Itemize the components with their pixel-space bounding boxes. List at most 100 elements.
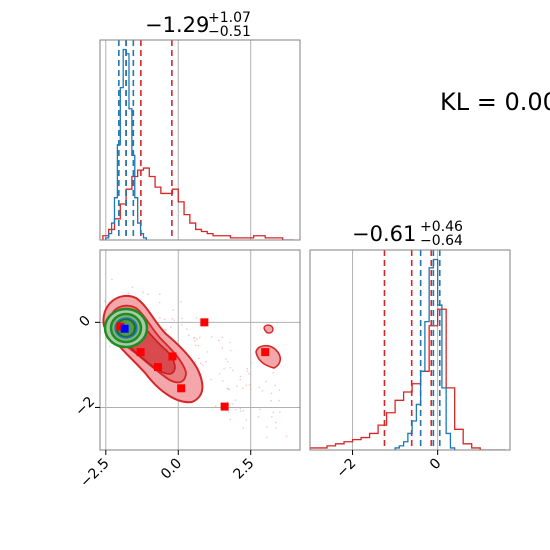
sample-point — [158, 301, 161, 304]
sample-point — [218, 373, 221, 375]
sample-point — [229, 366, 232, 369]
sample-point — [227, 360, 229, 363]
kl-annotation: KL = 0.00 — [440, 88, 550, 116]
sample-point — [234, 399, 237, 401]
sample-point — [111, 278, 113, 281]
sample-point — [270, 399, 272, 402]
sample-point — [181, 323, 183, 326]
red-square-marker — [153, 363, 162, 372]
param2-x-tick-label: −2 — [333, 456, 359, 482]
green-contours — [103, 307, 149, 349]
red-square-marker — [177, 384, 186, 393]
sample-point — [232, 369, 234, 372]
sample-point — [246, 367, 249, 370]
panel-background — [100, 40, 300, 240]
sample-point — [227, 388, 230, 390]
red-square-marker — [200, 318, 209, 327]
sample-point — [229, 418, 232, 421]
sample-point — [196, 338, 198, 340]
sample-point — [104, 300, 106, 302]
sample-point — [147, 293, 149, 296]
sample-point — [265, 380, 267, 383]
red-contour-small-island — [263, 324, 274, 334]
sample-point — [199, 362, 202, 365]
sample-point — [242, 409, 245, 412]
sample-point — [275, 427, 277, 429]
sample-point — [163, 328, 166, 331]
sample-point — [142, 291, 144, 293]
sample-point — [257, 416, 260, 418]
y-axis-ticks: 0 −2 — [72, 313, 100, 420]
sample-point — [250, 362, 253, 364]
sample-point — [229, 349, 232, 352]
sample-point — [173, 319, 176, 321]
sample-point — [210, 378, 212, 381]
sample-point — [227, 411, 230, 413]
joint-x-tick-label: 0.0 — [158, 456, 185, 483]
sample-point — [270, 392, 273, 395]
sample-point — [285, 435, 288, 438]
red-square-marker — [220, 402, 229, 411]
param2-upper-error: +0.46 — [420, 219, 463, 235]
sample-point — [218, 339, 220, 342]
sample-point — [198, 357, 200, 360]
param1-median: −1.29 — [145, 13, 209, 37]
gridlines — [105, 40, 252, 240]
sample-point — [205, 360, 207, 363]
marker-layer — [116, 318, 270, 411]
panel-frame — [99, 39, 301, 241]
sample-point — [249, 383, 251, 386]
sample-point — [278, 399, 280, 402]
red-square-marker — [261, 348, 270, 357]
param2-lower-error: −0.64 — [420, 233, 463, 249]
sample-point — [249, 388, 252, 391]
sample-point — [259, 408, 261, 411]
sample-point — [165, 329, 167, 331]
sample-point — [193, 336, 196, 339]
sample-point — [201, 364, 204, 366]
sample-point — [185, 328, 188, 330]
joint-contour-panel: −2.5 0.0 2.5 0 −2 — [72, 249, 301, 491]
sample-point — [274, 384, 277, 387]
sample-point — [232, 403, 234, 405]
sample-point — [266, 426, 268, 428]
sample-point — [188, 334, 190, 336]
sample-point — [159, 316, 161, 319]
sample-point — [131, 286, 134, 289]
sample-point — [197, 344, 200, 347]
sample-point — [266, 436, 268, 439]
panel-background — [310, 250, 510, 450]
sample-point — [127, 292, 130, 294]
sample-point — [272, 371, 275, 374]
sample-point — [239, 407, 242, 410]
sample-point — [234, 408, 237, 411]
sample-point — [221, 380, 224, 382]
panel-frame — [99, 249, 301, 451]
sample-point — [171, 317, 174, 320]
sample-point — [206, 351, 209, 353]
sample-point — [272, 411, 275, 414]
param1-red-histogram-step — [102, 167, 295, 240]
sample-point — [181, 317, 183, 320]
sample-point — [278, 389, 281, 391]
red-square-marker — [116, 322, 125, 331]
sample-point — [172, 309, 175, 312]
param2-blue-histogram-step — [394, 258, 456, 450]
sample-point — [195, 317, 198, 319]
sample-point — [193, 339, 196, 342]
sample-point — [214, 405, 217, 408]
sample-point — [258, 386, 261, 389]
plot-area — [102, 40, 295, 240]
marginal-histogram-param1: −1.29 +1.07 −0.51 — [99, 10, 301, 241]
sample-point — [279, 411, 281, 413]
red-square-marker — [136, 348, 145, 357]
sample-point — [239, 378, 242, 381]
blue-square-marker — [120, 324, 129, 333]
sample-point — [199, 336, 201, 339]
sample-point — [194, 344, 197, 347]
sample-point — [239, 375, 242, 378]
sample-point — [275, 421, 277, 424]
blue-contour — [114, 317, 138, 339]
sample-point — [223, 368, 225, 370]
